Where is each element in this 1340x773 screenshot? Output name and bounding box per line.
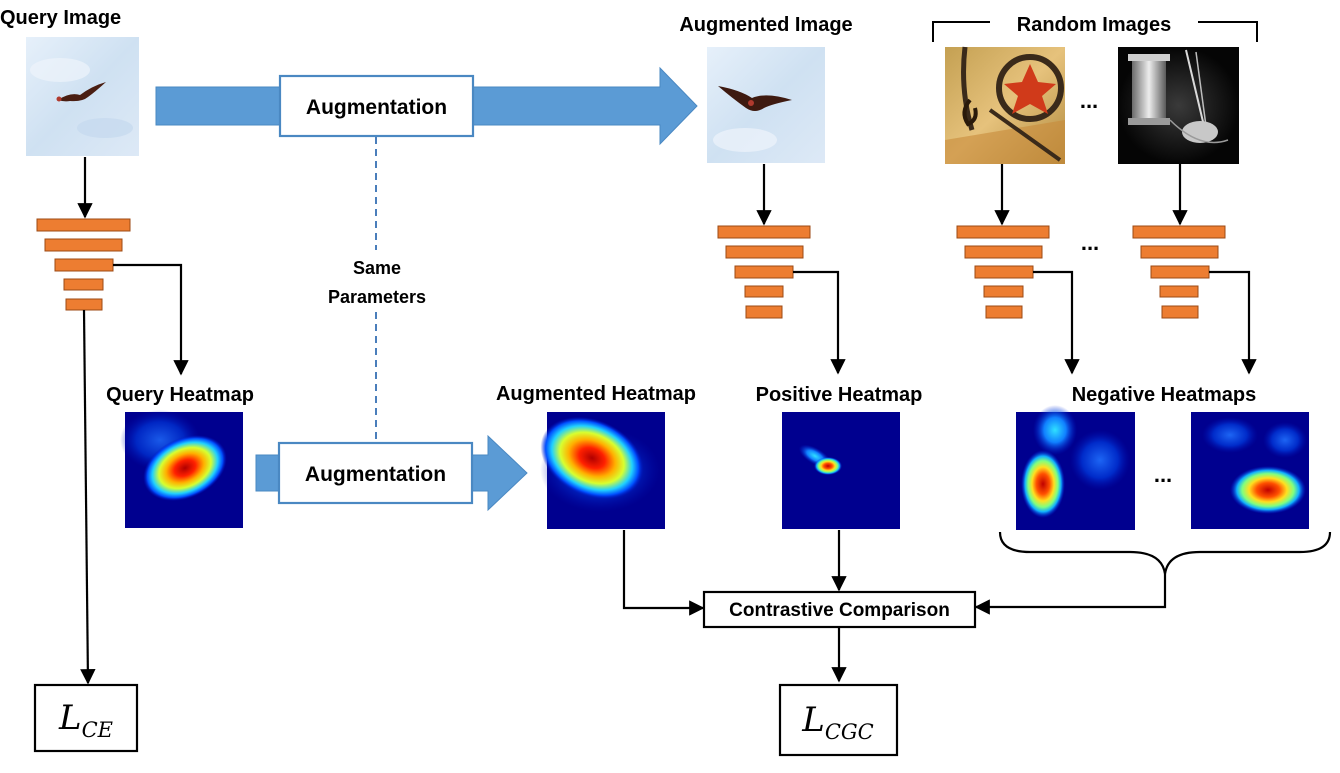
augmented-image-title: Augmented Image [679, 14, 852, 36]
same-parameters-label-line2: Parameters [328, 287, 426, 307]
arrow-random-encoder-2-to-heatmaps [1209, 270, 1257, 375]
arrow-query-encoder-to-loss [80, 309, 96, 685]
negative-heatmap-2 [1191, 412, 1309, 529]
arrow-augmented-encoder-to-positive-heatmap [793, 270, 846, 375]
encoder-random-2 [1132, 225, 1226, 319]
query-image [26, 37, 139, 156]
encoder-augmented [717, 225, 811, 319]
ellipsis-heatmaps: ... [1154, 462, 1172, 487]
arrow-negative-heatmaps-to-comparison [974, 574, 1167, 615]
loss-cgc-base: L [801, 700, 825, 740]
query-heatmap [120, 410, 243, 528]
loss-ce-label: LCE [58, 698, 113, 742]
arrow-augmented-heatmap-to-comparison [622, 530, 705, 616]
contrastive-comparison-box: Contrastive Comparison [702, 590, 977, 629]
negative-heatmaps-title: Negative Heatmaps [1072, 384, 1257, 406]
loss-cgc-subscript: CGC [825, 720, 874, 744]
augmentation-label-top: Augmentation [306, 96, 447, 119]
loss-ce-box: LCE [33, 683, 139, 753]
augmentation-box-bottom: Augmentation [277, 441, 474, 505]
random-image-1 [945, 46, 1065, 164]
random-images-title: Random Images [1017, 14, 1171, 36]
random-image-2 [1118, 47, 1239, 164]
arrow-random-encoder-1-to-heatmaps [1033, 270, 1080, 375]
loss-cgc-box: LCGC [778, 683, 899, 757]
contrastive-comparison-label: Contrastive Comparison [729, 600, 950, 621]
negative-heatmap-1 [1016, 405, 1135, 530]
positive-heatmap [782, 412, 900, 529]
query-image-title: Query Image [0, 7, 121, 29]
encoder-query [36, 218, 131, 311]
random-images-bracket [932, 21, 1258, 42]
loss-ce-base: L [58, 698, 82, 738]
augmented-heatmap-title: Augmented Heatmap [496, 383, 696, 405]
augmentation-box-top: Augmentation [278, 74, 475, 138]
bird-icon-augmented [718, 86, 792, 111]
ellipsis-encoders: ... [1081, 230, 1099, 255]
arrow-query-encoder-to-heatmap [113, 263, 189, 376]
loss-ce-subscript: CE [82, 718, 113, 742]
negative-heatmaps-brace [998, 531, 1332, 575]
augmentation-label-bottom: Augmentation [305, 463, 446, 486]
ellipsis-random-images: ... [1080, 88, 1098, 113]
encoder-random-1 [956, 225, 1050, 319]
same-parameters-label-line1: Same [353, 258, 401, 278]
bird-icon [56, 82, 106, 102]
positive-heatmap-title: Positive Heatmap [756, 384, 923, 406]
augmented-heatmap [540, 412, 665, 529]
loss-cgc-label: LCGC [801, 700, 874, 744]
augmented-image [707, 47, 825, 163]
query-heatmap-title: Query Heatmap [106, 384, 254, 406]
